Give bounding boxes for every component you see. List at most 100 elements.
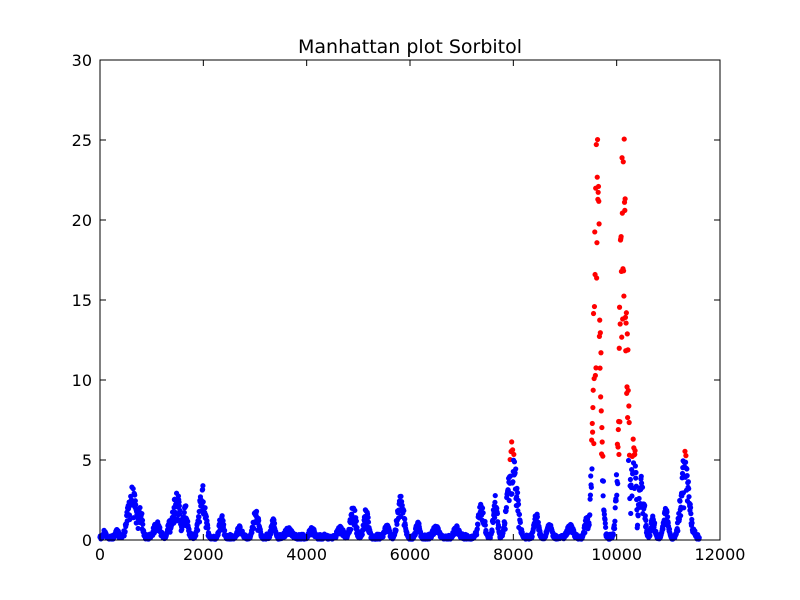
- data-point: [613, 498, 619, 504]
- data-point: [365, 519, 372, 525]
- data-point: [176, 499, 182, 505]
- data-point: [139, 517, 146, 523]
- data-point: [651, 520, 658, 526]
- data-point: [515, 501, 522, 507]
- data-point: [632, 463, 638, 469]
- data-point: [133, 502, 139, 508]
- data-point: [398, 493, 404, 499]
- data-point: [474, 526, 480, 532]
- data-point: [615, 444, 621, 450]
- data-point: [586, 522, 592, 528]
- data-point: [598, 394, 604, 400]
- x-tick-label: 4000: [286, 545, 327, 564]
- data-point: [401, 508, 407, 514]
- data-point: [686, 494, 692, 500]
- data-point: [598, 350, 604, 356]
- data-point: [353, 518, 359, 524]
- data-point: [135, 525, 141, 532]
- data-point: [628, 510, 634, 517]
- data-point: [514, 485, 520, 491]
- data-point: [614, 492, 620, 498]
- data-point: [623, 320, 629, 326]
- data-point: [492, 499, 498, 505]
- data-point: [638, 473, 644, 479]
- data-point: [624, 331, 630, 337]
- data-point: [590, 404, 596, 411]
- data-point: [627, 476, 634, 483]
- data-point: [596, 221, 602, 227]
- data-point: [509, 491, 515, 497]
- data-point: [126, 512, 133, 518]
- data-point: [696, 535, 702, 541]
- data-point: [686, 486, 692, 492]
- data-point: [593, 141, 599, 148]
- data-point: [633, 475, 639, 481]
- data-point: [632, 451, 638, 458]
- data-point: [600, 493, 606, 499]
- data-point: [534, 514, 541, 520]
- data-point: [602, 520, 608, 526]
- data-point: [177, 507, 183, 514]
- data-point: [490, 519, 496, 526]
- data-point: [594, 136, 601, 143]
- data-point: [684, 466, 690, 472]
- data-point: [399, 502, 405, 508]
- data-point: [639, 484, 646, 490]
- data-point: [509, 439, 515, 445]
- data-point: [482, 522, 488, 528]
- data-point: [503, 505, 510, 511]
- data-point: [157, 524, 163, 531]
- data-point: [643, 522, 649, 528]
- data-point: [489, 529, 495, 535]
- data-point: [220, 518, 226, 524]
- data-point: [185, 518, 191, 525]
- data-point: [221, 521, 227, 528]
- data-point: [618, 234, 624, 240]
- data-point: [510, 479, 516, 485]
- data-point: [222, 527, 228, 534]
- data-point: [647, 532, 653, 539]
- data-point: [612, 505, 618, 511]
- data-point: [687, 504, 694, 511]
- data-point: [494, 510, 501, 517]
- data-point: [595, 183, 602, 190]
- data-point: [590, 387, 596, 393]
- data-point: [202, 505, 208, 511]
- data-point: [599, 424, 605, 431]
- data-point: [597, 317, 603, 323]
- data-point: [256, 517, 262, 524]
- y-tick-label: 10: [72, 371, 92, 390]
- data-point: [251, 525, 257, 532]
- data-point: [237, 524, 243, 530]
- data-point: [613, 472, 620, 478]
- data-point: [510, 447, 516, 453]
- data-point: [636, 495, 642, 502]
- data-point: [122, 529, 128, 535]
- data-point: [592, 229, 598, 235]
- data-point: [642, 502, 648, 509]
- data-point: [678, 513, 684, 519]
- data-point: [195, 527, 201, 533]
- y-tick-label: 20: [72, 211, 92, 230]
- y-tick-label: 15: [72, 291, 92, 310]
- data-point: [625, 387, 631, 394]
- data-point: [492, 492, 498, 499]
- data-point: [626, 419, 632, 426]
- x-tick-label: 2000: [183, 545, 224, 564]
- data-point: [205, 525, 211, 531]
- data-point: [132, 498, 138, 504]
- data-point: [684, 473, 690, 479]
- data-point: [219, 513, 225, 519]
- data-point: [616, 345, 622, 351]
- data-point: [685, 479, 691, 485]
- data-point: [677, 498, 683, 504]
- data-point: [176, 503, 182, 509]
- data-point: [591, 303, 598, 310]
- chart-title: Manhattan plot Sorbitol: [298, 36, 522, 58]
- data-point: [619, 334, 625, 340]
- data-point: [635, 513, 641, 519]
- data-point: [626, 403, 632, 409]
- data-point: [203, 514, 209, 520]
- data-point: [692, 528, 698, 534]
- data-point: [200, 483, 206, 489]
